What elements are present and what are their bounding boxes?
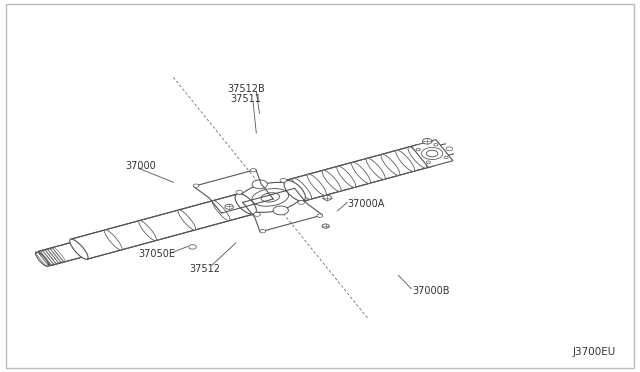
Ellipse shape [416,148,420,151]
Ellipse shape [422,138,432,144]
Ellipse shape [396,150,415,171]
Text: 37000A: 37000A [348,199,385,209]
Polygon shape [412,140,453,167]
Ellipse shape [426,161,431,163]
Ellipse shape [261,193,280,202]
Text: 37511: 37511 [231,94,262,104]
Ellipse shape [351,162,371,183]
Polygon shape [38,242,84,266]
Ellipse shape [292,178,312,199]
Ellipse shape [444,156,448,158]
Text: 37512: 37512 [189,264,220,274]
Ellipse shape [235,194,257,214]
Ellipse shape [250,169,256,172]
Ellipse shape [307,174,326,195]
Ellipse shape [434,144,438,146]
Ellipse shape [35,252,49,266]
Ellipse shape [366,158,385,179]
Ellipse shape [426,150,438,157]
Ellipse shape [253,212,260,217]
Polygon shape [286,145,433,201]
Text: 37050E: 37050E [138,249,175,259]
Ellipse shape [446,147,452,151]
Ellipse shape [236,190,243,194]
Ellipse shape [212,201,230,221]
Ellipse shape [189,245,196,249]
Ellipse shape [317,214,323,217]
Text: 37512B: 37512B [228,84,266,94]
Text: 37000: 37000 [125,161,156,171]
Ellipse shape [322,224,329,228]
Ellipse shape [323,195,332,200]
Ellipse shape [178,210,196,230]
Ellipse shape [193,184,199,187]
Ellipse shape [139,221,156,241]
Ellipse shape [298,201,305,204]
Ellipse shape [408,147,427,168]
Polygon shape [71,194,254,259]
Ellipse shape [322,170,341,191]
Text: J3700EU: J3700EU [573,347,616,357]
Ellipse shape [422,147,443,160]
Text: 37000B: 37000B [412,286,450,296]
Ellipse shape [225,204,234,209]
Ellipse shape [280,179,287,182]
Ellipse shape [238,182,302,212]
Ellipse shape [284,180,305,201]
Ellipse shape [252,180,268,189]
Ellipse shape [70,239,88,259]
Ellipse shape [337,166,356,187]
Ellipse shape [252,189,289,206]
Ellipse shape [273,206,289,215]
Ellipse shape [381,154,400,176]
Ellipse shape [104,230,122,250]
Ellipse shape [260,230,266,233]
